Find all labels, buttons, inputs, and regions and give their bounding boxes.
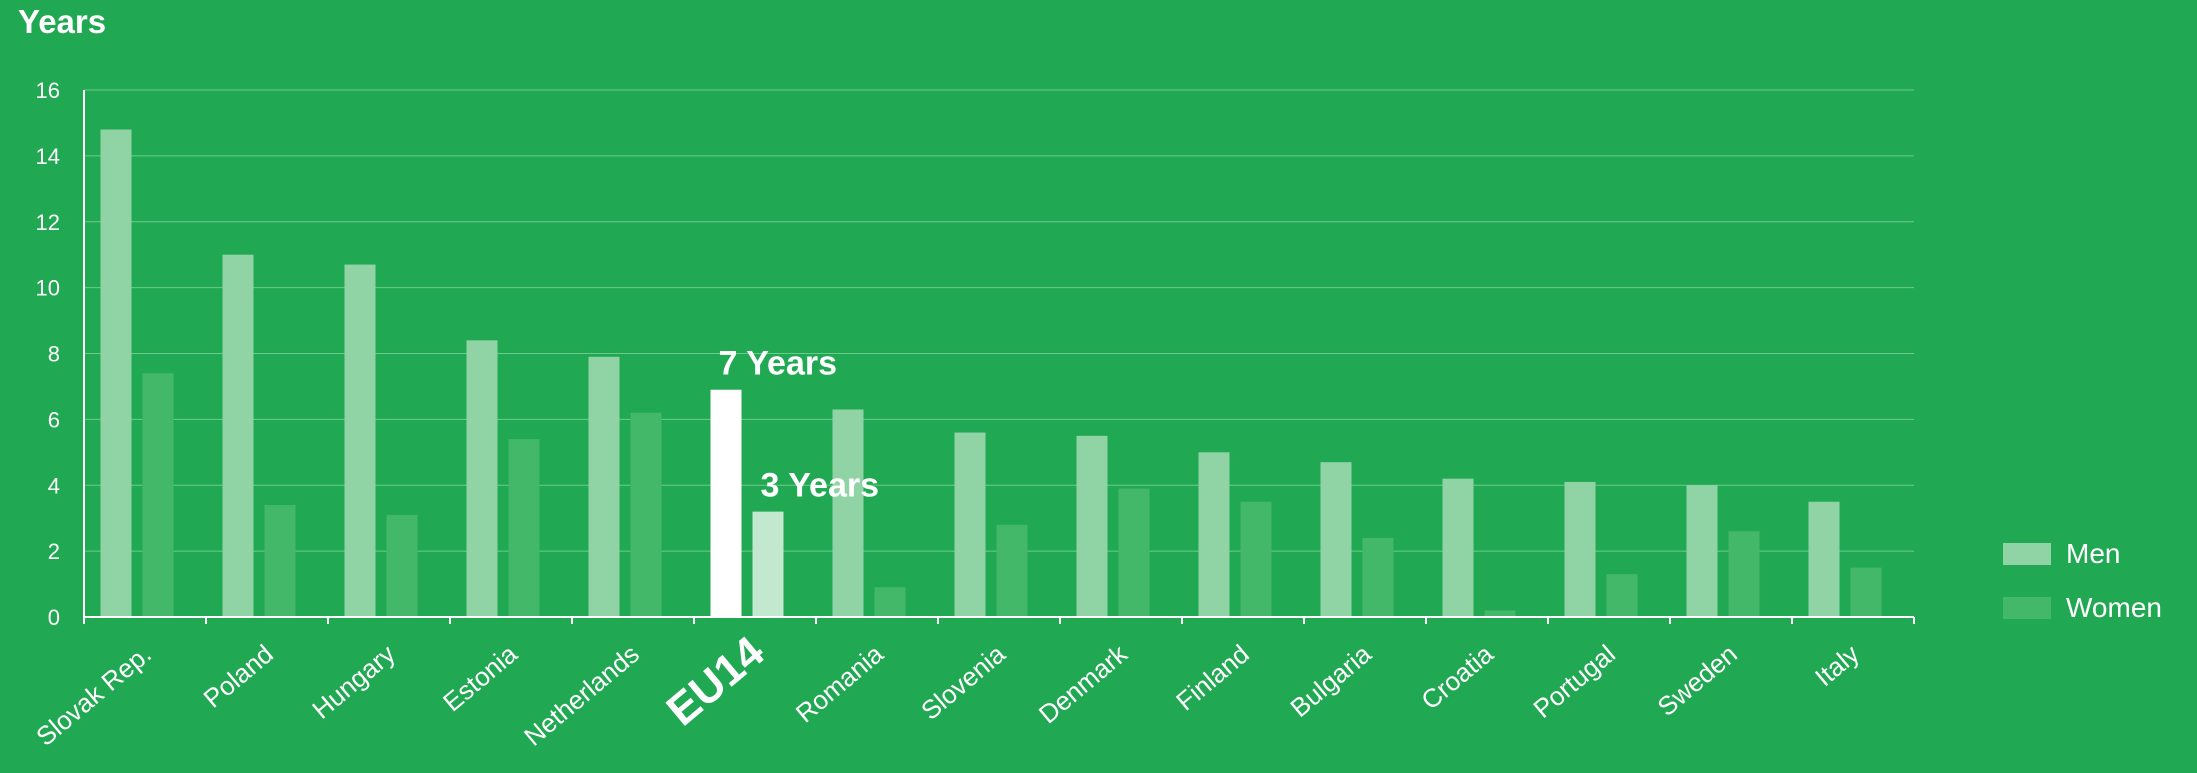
bar-women-sweden — [1728, 531, 1760, 617]
bars — [100, 129, 1882, 617]
bar-men-romania — [832, 409, 864, 617]
x-tick-labels: Slovak Rep. Poland Hungary EstoniaNetherlan… — [30, 627, 1865, 752]
x-tick-label: Sweden — [1652, 639, 1743, 722]
x-tick-label: Portugal — [1527, 639, 1620, 724]
y-tick-label: 14 — [36, 144, 60, 169]
y-tick-label: 12 — [36, 210, 60, 235]
x-tick-label: Finland — [1170, 639, 1255, 717]
bar-men-bulgaria — [1320, 462, 1352, 617]
bar-women-estonia — [508, 439, 540, 617]
bar-men-netherlands — [588, 356, 620, 617]
x-tick-label: Netherlands — [518, 639, 645, 752]
bar-women-finland — [1240, 501, 1272, 617]
x-tick-label: Slovak Rep. — [30, 639, 157, 752]
legend-label-women: Women — [2066, 592, 2162, 623]
bar-men-sweden — [1686, 485, 1718, 617]
bar-women-slovak-rep- — [142, 373, 174, 617]
x-tick-label: Poland — [198, 639, 279, 714]
annotations: 7 Years 3 Years — [719, 345, 880, 505]
bar-men-croatia — [1442, 478, 1474, 617]
y-tick-label: 16 — [36, 78, 60, 103]
bar-men-italy — [1808, 501, 1840, 617]
legend-label-men: Men — [2066, 538, 2120, 569]
legend: Men Women — [2003, 538, 2162, 623]
y-tick-label: 0 — [48, 605, 60, 630]
bar-women-eu14 — [752, 511, 784, 617]
y-tick-label: 2 — [48, 539, 60, 564]
x-tick-label: Slovenia — [915, 638, 1011, 725]
bar-women-romania — [874, 587, 906, 617]
y-tick-label: 8 — [48, 342, 60, 367]
bar-women-netherlands — [630, 412, 662, 617]
annotation-label: 3 Years — [761, 467, 880, 505]
bar-women-poland — [264, 505, 296, 617]
x-tick-label: Bulgaria — [1284, 638, 1377, 723]
bar-men-denmark — [1076, 435, 1108, 617]
annotation-label: 7 Years — [719, 345, 838, 383]
bar-men-hungary — [344, 264, 376, 617]
legend-swatch-men — [2003, 543, 2051, 565]
bar-women-hungary — [386, 514, 418, 617]
x-tick-label: Hungary — [306, 639, 401, 725]
bar-men-slovak-rep- — [100, 129, 132, 617]
bar-men-estonia — [466, 340, 498, 617]
y-tick-label: 6 — [48, 407, 60, 432]
legend-swatch-women — [2003, 597, 2051, 619]
y-tick-label: 10 — [36, 276, 60, 301]
y-axis-label: Years — [18, 3, 106, 40]
bar-women-denmark — [1118, 488, 1150, 617]
x-tick-label: Denmark — [1033, 638, 1134, 729]
grid-lines — [84, 89, 1914, 552]
bar-men-eu14 — [710, 389, 742, 617]
x-tick-label: Estonia — [437, 638, 523, 717]
y-tick-labels: 0 2 4 6 8 10 12 14 16 — [36, 78, 60, 630]
x-tick-label: EU14 — [658, 627, 774, 736]
axes — [83, 90, 1915, 624]
bar-men-finland — [1198, 452, 1230, 617]
bar-women-italy — [1850, 567, 1882, 617]
bar-men-portugal — [1564, 481, 1596, 617]
x-tick-label: Croatia — [1415, 638, 1499, 715]
bar-women-croatia — [1484, 610, 1516, 617]
x-tick-label: Romania — [790, 638, 889, 728]
bar-women-slovenia — [996, 524, 1028, 617]
bar-women-bulgaria — [1362, 537, 1394, 617]
bar-men-slovenia — [954, 432, 986, 617]
x-tick-label: Italy — [1809, 639, 1865, 693]
bar-men-poland — [222, 254, 254, 617]
y-tick-label: 4 — [48, 473, 60, 498]
bar-women-portugal — [1606, 574, 1638, 617]
